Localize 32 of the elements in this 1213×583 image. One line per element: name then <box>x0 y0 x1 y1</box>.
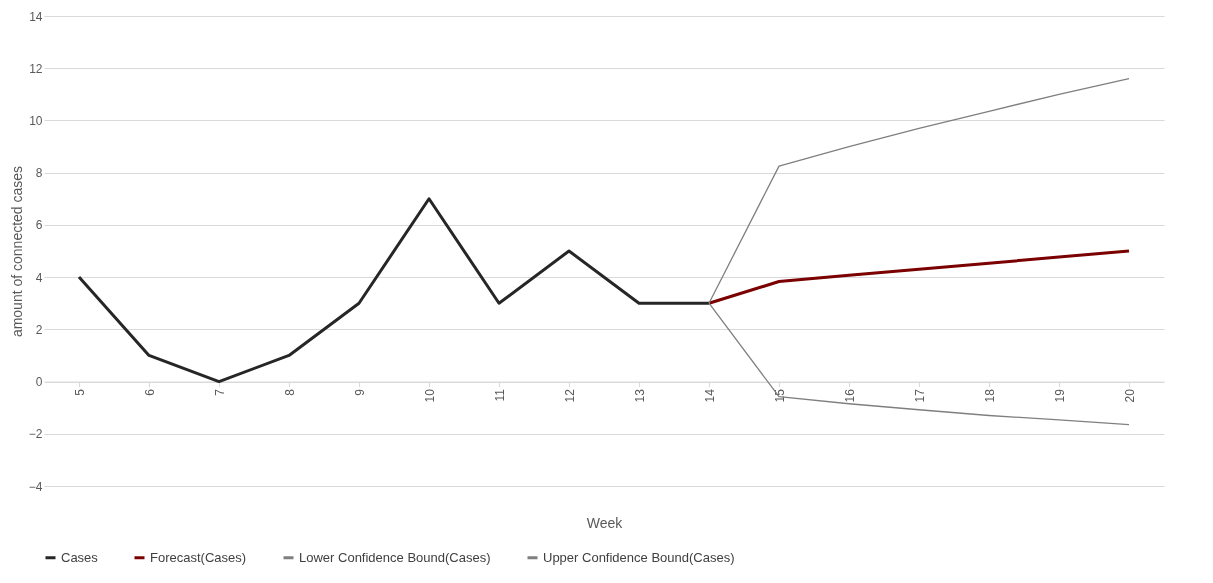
x-tick-label: 16 <box>842 388 857 403</box>
y-axis-title: amount of connected cases <box>8 165 25 338</box>
x-tick-label: 14 <box>702 388 717 403</box>
y-tick-label: 6 <box>35 218 43 233</box>
x-tick-label: 10 <box>422 388 437 403</box>
y-tick-label: 2 <box>35 322 43 337</box>
legend-label: Cases <box>61 549 99 565</box>
legend-label: Forecast(Cases) <box>150 549 247 565</box>
x-tick-label: 18 <box>982 388 997 403</box>
x-tick-label: 19 <box>1052 388 1067 403</box>
x-tick-label: 17 <box>912 388 927 403</box>
y-tick-label: 0 <box>35 375 43 390</box>
x-tick-label: 8 <box>282 388 297 396</box>
x-tick-label: 7 <box>212 388 227 396</box>
x-tick-label: 20 <box>1122 388 1137 403</box>
x-tick-label: 15 <box>772 388 787 403</box>
x-tick-label: 5 <box>72 388 87 396</box>
y-tick-label: 8 <box>35 166 43 181</box>
y-tick-label: 10 <box>29 113 43 128</box>
x-tick-label: 6 <box>142 388 157 396</box>
y-tick-label: 4 <box>35 270 43 285</box>
y-tick-label: −4 <box>28 479 43 494</box>
x-tick-label: 12 <box>562 388 577 403</box>
legend-label: Lower Confidence Bound(Cases) <box>299 549 491 565</box>
y-tick-label: 12 <box>29 61 43 76</box>
y-tick-label: −2 <box>28 427 43 442</box>
x-tick-label: 13 <box>632 388 647 403</box>
x-axis-title: Week <box>586 514 624 531</box>
y-tick-label: 14 <box>29 9 43 24</box>
legend-label: Upper Confidence Bound(Cases) <box>543 549 735 565</box>
x-tick-label: 11 <box>492 388 507 402</box>
x-tick-label: 9 <box>352 388 367 396</box>
